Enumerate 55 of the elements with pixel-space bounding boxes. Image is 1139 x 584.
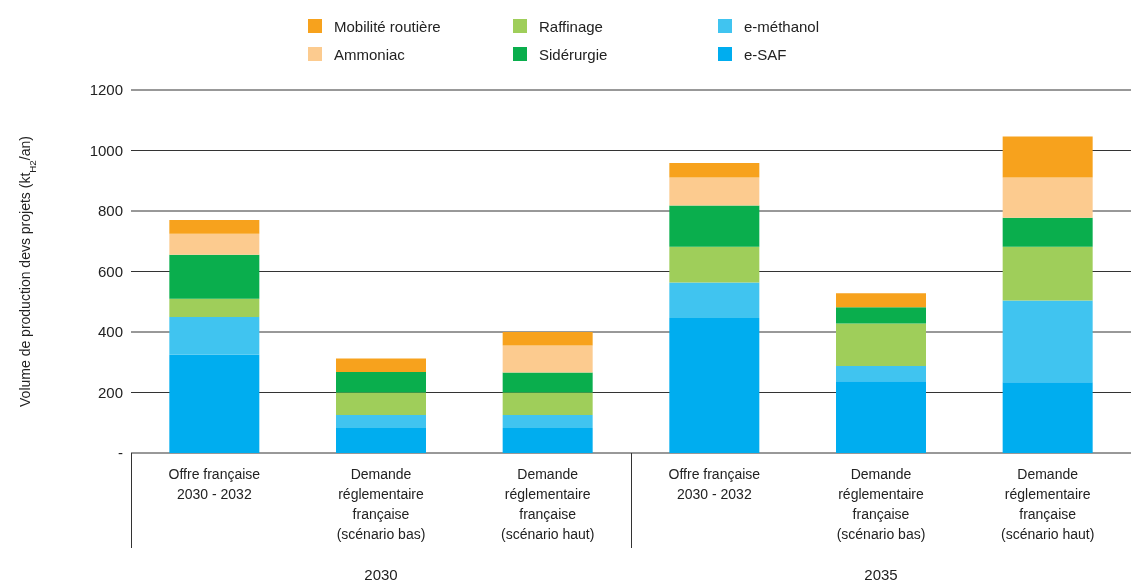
bar: [169, 298, 260, 317]
bar: [1002, 382, 1093, 453]
bar: [336, 414, 426, 428]
x-tick-label: Demande réglementaire française (scénario bas): [336, 466, 426, 542]
legend-label: Mobilité routière: [334, 17, 441, 35]
y-tick-label: 1000: [89, 141, 123, 159]
text: 2035: [863, 566, 899, 583]
bar: [836, 365, 926, 382]
bar: [336, 358, 426, 372]
y-tick-label: 800: [97, 202, 123, 220]
y-tick-label: 600: [97, 262, 123, 280]
x-tick-label: Demande réglementaire française (scénario haut): [500, 466, 595, 542]
bar: [502, 427, 593, 453]
y-tick-label: -: [118, 444, 123, 462]
bar: [169, 220, 260, 234]
bar: [1002, 136, 1093, 178]
bar: [836, 323, 926, 366]
bar: [502, 392, 593, 415]
bar: [669, 282, 760, 319]
legend-label: Sidérurgie: [539, 45, 608, 63]
bar: [169, 316, 260, 355]
legend-label: Ammoniac: [334, 45, 405, 63]
bar: [502, 372, 593, 393]
bar: [1002, 246, 1093, 301]
bar: [502, 345, 593, 373]
bar: [1002, 217, 1093, 247]
x-tick-label: Demande réglementaire française (scénario bas): [836, 466, 926, 542]
legend-label: e-SAF: [744, 45, 787, 63]
legend-label: e-méthanol: [744, 17, 820, 35]
bar: [1002, 300, 1093, 383]
y-tick-label: 400: [97, 323, 123, 341]
bar: [169, 254, 260, 299]
bar: [669, 246, 760, 283]
bar: [669, 177, 760, 206]
x-tick-label: Demande réglementaire française (scénario haut): [1000, 466, 1095, 542]
bar: [836, 293, 926, 308]
bar: [169, 233, 260, 255]
y-tick-label: 200: [97, 383, 123, 401]
bar: [169, 354, 260, 453]
bar: [336, 427, 426, 453]
bar: [336, 392, 426, 415]
legend-label: Raffinage: [539, 17, 603, 35]
y-tick-label: 1200: [89, 81, 123, 99]
bar: [502, 414, 593, 428]
bar: [502, 332, 593, 346]
bar: [336, 371, 426, 393]
text: 2030: [363, 566, 399, 583]
bar: [1002, 177, 1093, 218]
x-tick-label: Offre française 2030 - 2032: [668, 466, 761, 502]
bar: [836, 381, 926, 453]
x-tick-label: Offre française 2030 - 2032: [168, 466, 261, 502]
bar: [836, 307, 926, 324]
bar: [669, 162, 760, 178]
bar: [669, 318, 760, 453]
bar: [669, 205, 760, 247]
